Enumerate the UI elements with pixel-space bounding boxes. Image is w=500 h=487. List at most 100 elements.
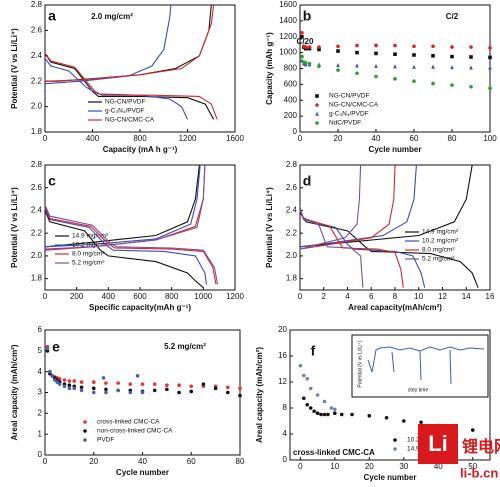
- series-line: [299, 164, 404, 288]
- y-tick-label: 1000: [279, 48, 297, 57]
- annotation: C/2: [446, 12, 459, 21]
- marker: [135, 374, 140, 378]
- x-axis-label: Cycle number: [369, 145, 422, 154]
- panel-label: a: [48, 8, 56, 24]
- marker: [412, 53, 416, 57]
- marker: [48, 369, 52, 374]
- marker: [52, 378, 57, 382]
- x-tick-label: 30: [399, 462, 408, 471]
- marker: [401, 419, 406, 423]
- marker: [469, 45, 473, 49]
- x-axis-label: Capacity (mA h g⁻¹): [103, 145, 178, 154]
- x-tick-label: 16: [486, 292, 495, 301]
- marker: [91, 386, 96, 391]
- panel-label: c: [48, 173, 56, 189]
- y-axis-label: Potential (V vs Li/Li⁺): [265, 187, 274, 268]
- marker: [319, 412, 323, 417]
- y-tick-label: 200: [284, 111, 298, 120]
- marker: [238, 386, 242, 391]
- watermark-title: 锂电网: [462, 437, 500, 456]
- marker: [339, 412, 344, 417]
- marker: [469, 84, 473, 89]
- y-axis-label: Capacity (mAh g⁻¹): [265, 32, 274, 105]
- plot-frame: [299, 164, 491, 291]
- marker: [201, 382, 206, 386]
- marker: [315, 411, 320, 416]
- marker: [177, 390, 181, 395]
- x-tick-label: 0: [298, 462, 303, 471]
- marker: [79, 388, 84, 393]
- y-tick-label: 1400: [279, 16, 297, 25]
- annotation: 5.2 mg/cm²: [164, 342, 206, 351]
- marker: [336, 49, 340, 53]
- marker: [45, 346, 50, 351]
- marker: [104, 390, 108, 395]
- x-tick-label: 60: [187, 457, 196, 466]
- legend-label: NG-CN/PVDF: [329, 93, 369, 100]
- x-tick-label: 40: [434, 462, 443, 471]
- marker: [450, 45, 454, 49]
- x-tick-label: 10: [330, 462, 339, 471]
- y-tick-label: 1600: [279, 0, 297, 9]
- x-tick-label: 60: [410, 134, 419, 143]
- y-tick-label: 2: [38, 408, 43, 417]
- x-tick-label: 400: [102, 292, 116, 301]
- marker: [91, 390, 96, 395]
- y-tick-label: 1: [38, 429, 43, 438]
- series-line: [299, 164, 479, 288]
- panel-label: b: [303, 8, 312, 24]
- x-axis-label: Cycle number: [116, 468, 169, 477]
- x-tick-label: 0: [43, 292, 48, 301]
- series-line: [44, 164, 219, 285]
- x-tick-label: 12: [438, 292, 447, 301]
- y-tick-label: 2.0: [31, 102, 43, 111]
- marker: [355, 71, 359, 76]
- annotation: cross-linked CMC-CA: [293, 448, 375, 457]
- x-tick-label: 1000: [194, 292, 212, 301]
- legend-label: non-cross-linked CMC-CA: [97, 428, 173, 435]
- y-tick-label: 4: [38, 367, 43, 376]
- legend-label: cross-linked CMC-CA: [97, 419, 160, 426]
- marker: [67, 379, 72, 383]
- y-tick-label: 1200: [279, 32, 297, 41]
- marker: [333, 407, 337, 412]
- marker: [450, 83, 454, 87]
- marker: [140, 390, 145, 395]
- marker: [488, 65, 492, 70]
- inset-frame: [351, 334, 489, 398]
- annotation: step time: [408, 387, 429, 393]
- x-tick-label: 0: [43, 457, 48, 466]
- watermark-url: li-b.cn: [460, 465, 498, 480]
- x-axis-label: Areal capacity(mAh/cm²): [348, 303, 442, 312]
- legend-label: g-C₃N₄/PVDF: [329, 111, 369, 118]
- marker: [50, 374, 55, 378]
- x-tick-label: 0: [298, 292, 303, 301]
- legend-swatch: [83, 429, 87, 433]
- x-tick-label: 800: [133, 134, 147, 143]
- x-axis-label: Cycle number: [364, 473, 417, 482]
- marker: [469, 55, 473, 59]
- marker: [104, 381, 108, 385]
- marker: [374, 43, 378, 48]
- x-tick-label: 2: [322, 292, 327, 301]
- plot-frame: [289, 329, 491, 461]
- marker: [189, 384, 194, 389]
- x-tick-label: 600: [133, 292, 147, 301]
- panel-label: d: [303, 173, 312, 189]
- y-tick-label: 0: [283, 455, 288, 464]
- marker: [450, 65, 454, 70]
- legend-swatch: [315, 94, 319, 98]
- legend-label: NG-CN/PVDF: [105, 99, 145, 106]
- legend-swatch: [83, 438, 87, 442]
- legend-label: 8.0 mg/cm²: [422, 247, 455, 254]
- marker: [469, 65, 473, 70]
- marker: [488, 55, 492, 60]
- x-tick-label: 8: [393, 292, 398, 301]
- legend-label: 14.9 mg/cm²: [422, 229, 459, 236]
- marker: [300, 54, 304, 59]
- marker: [470, 428, 475, 432]
- y-tick-label: 2.8: [286, 160, 298, 169]
- marker: [322, 412, 327, 417]
- marker: [55, 380, 59, 384]
